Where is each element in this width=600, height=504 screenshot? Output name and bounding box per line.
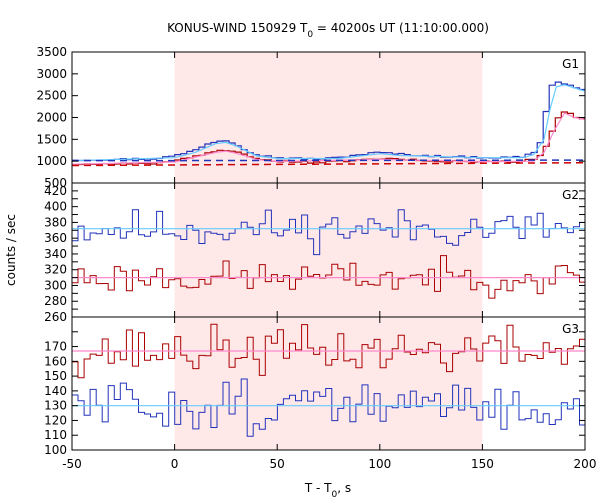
- highlight-interval-G3: [174, 317, 483, 450]
- y-tick-label-G1-500: 500: [44, 176, 67, 190]
- series-G3-red-noise: [72, 323, 585, 379]
- y-tick-label-G3-140: 140: [44, 384, 67, 398]
- y-tick-label-G3-130: 130: [44, 399, 67, 413]
- y-tick-label-G2-400: 400: [44, 200, 67, 214]
- y-tick-label-G1-1000: 1000: [36, 154, 67, 168]
- panel-G2-series: [72, 209, 585, 299]
- panel-G1-series: [72, 81, 585, 167]
- y-tick-label-G1-2000: 2000: [36, 111, 67, 125]
- highlight-interval-G2: [174, 183, 483, 317]
- x-tick-label--50: -50: [62, 457, 82, 471]
- y-tick-label-G1-1500: 1500: [36, 132, 67, 146]
- y-tick-label-G2-320: 320: [44, 263, 67, 277]
- panel-G3-series: [72, 323, 585, 437]
- series-G3-blue-noise: [72, 378, 585, 437]
- y-tick-label-G2-360: 360: [44, 231, 67, 245]
- y-tick-label-G3-160: 160: [44, 354, 67, 368]
- y-tick-label-G2-300: 300: [44, 278, 67, 292]
- x-axis-label: T - T0, s: [304, 481, 351, 500]
- series-G2-blue-noise: [72, 209, 585, 256]
- series-G1-red-bg: [72, 161, 585, 167]
- panel-frame-G3: [71, 316, 586, 451]
- x-tick-label-0: 0: [171, 457, 179, 471]
- y-tick-label-G3-110: 110: [44, 428, 67, 442]
- tick-layer: 5001000150020002500300035002602803003203…: [36, 45, 596, 471]
- series-G1-blue-bg: [72, 159, 585, 162]
- y-tick-label-G2-260: 260: [44, 310, 67, 324]
- series-G2-red-noise: [72, 255, 585, 299]
- y-tick-label-G2-280: 280: [44, 294, 67, 308]
- y-tick-label-G2-340: 340: [44, 247, 67, 261]
- x-tick-label-100: 100: [368, 457, 391, 471]
- y-tick-label-G3-150: 150: [44, 369, 67, 383]
- series-G1-pink-fit: [72, 112, 585, 165]
- x-tick-label-50: 50: [270, 457, 285, 471]
- y-tick-label-G3-100: 100: [44, 443, 67, 457]
- y-tick-label-G3-120: 120: [44, 413, 67, 427]
- x-tick-label-200: 200: [574, 457, 597, 471]
- y-tick-label-G3-170: 170: [44, 340, 67, 354]
- chart-title: KONUS-WIND 150929 T0 = 40200s UT (11:10:…: [167, 21, 489, 40]
- panel-label-G1: G1: [562, 57, 579, 71]
- y-tick-label-G1-3500: 3500: [36, 45, 67, 59]
- y-tick-label-G2-420: 420: [44, 184, 67, 198]
- frame-layer: G1 G2 G3: [71, 51, 586, 451]
- panel-label-G3: G3: [562, 322, 579, 336]
- y-axis-label: counts / sec: [4, 214, 18, 286]
- y-tick-label-G1-3000: 3000: [36, 67, 67, 81]
- series-layer: [72, 81, 585, 437]
- x-tick-label-150: 150: [471, 457, 494, 471]
- panel-label-G2: G2: [562, 188, 579, 202]
- y-tick-label-G2-380: 380: [44, 215, 67, 229]
- series-G1-cyan-fit: [72, 84, 585, 162]
- highlight-layer: [174, 52, 483, 450]
- y-tick-label-G1-2500: 2500: [36, 89, 67, 103]
